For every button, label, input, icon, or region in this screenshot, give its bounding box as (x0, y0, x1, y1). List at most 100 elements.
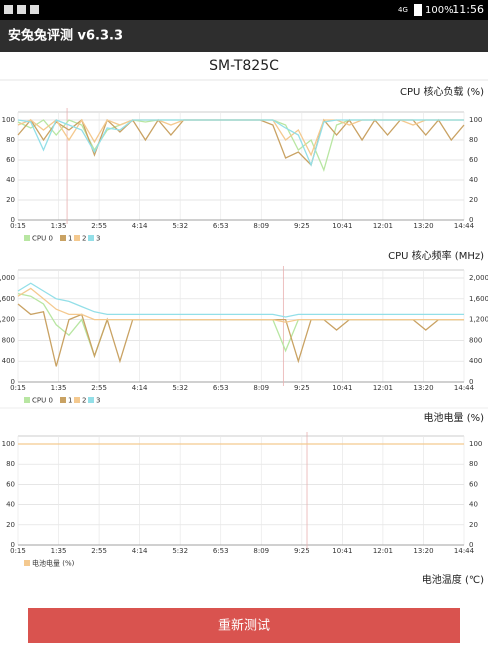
y-tick-label-right: 60 (469, 480, 478, 488)
x-tick-label: 8:09 (253, 222, 269, 230)
y-tick-label: 1,600 (0, 295, 15, 303)
y-tick-label: 0 (11, 216, 15, 224)
y-tick-label: 60 (6, 480, 15, 488)
x-tick-label: 12:01 (373, 384, 393, 392)
status-icon (4, 5, 13, 14)
series-line (17, 303, 464, 367)
x-tick-label: 13:20 (413, 384, 433, 392)
legend-label: 1 (68, 397, 72, 405)
legend-swatch (24, 397, 30, 403)
y-tick-label: 100 (2, 116, 15, 124)
app-title: 安兔兔评测 v6.3.3 (8, 28, 123, 44)
legend-swatch (60, 397, 66, 403)
x-tick-label: 0:15 (10, 384, 26, 392)
legend-label: 1 (68, 235, 72, 243)
y-tick-label-right: 100 (469, 440, 482, 448)
y-tick-label-right: 0 (469, 541, 473, 549)
section-title: 电池温度 (℃) (422, 573, 484, 586)
legend-label: 电池电量 (%) (32, 559, 75, 568)
y-tick-label-right: 0 (469, 378, 473, 386)
x-tick-label: 13:20 (413, 222, 433, 230)
chart-title: 电池电量 (%) (424, 411, 485, 424)
legend-swatch (24, 560, 30, 566)
x-tick-label: 8:09 (253, 384, 269, 392)
y-tick-label: 0 (11, 378, 15, 386)
y-tick-label: 20 (6, 521, 15, 529)
x-tick-label: 2:55 (91, 384, 107, 392)
series-line (17, 287, 464, 323)
x-tick-label: 1:35 (51, 222, 67, 230)
y-tick-label: 400 (2, 357, 15, 365)
device-name: SM-T825C (209, 58, 279, 74)
x-tick-label: 0:15 (10, 222, 26, 230)
y-tick-label-right: 20 (469, 196, 478, 204)
legend-swatch (88, 397, 94, 403)
y-tick-label: 80 (6, 136, 15, 144)
legend-swatch (88, 235, 94, 241)
series-line (17, 282, 464, 318)
y-tick-label-right: 0 (469, 216, 473, 224)
x-tick-label: 14:44 (454, 547, 475, 555)
x-tick-label: 9:25 (294, 547, 310, 555)
y-tick-label-right: 400 (469, 357, 482, 365)
legend-label: 2 (82, 235, 86, 243)
chart-title: CPU 核心频率 (MHz) (388, 249, 484, 262)
y-tick-label-right: 40 (469, 176, 478, 184)
x-tick-label: 5:32 (172, 384, 188, 392)
y-tick-label: 2,000 (0, 274, 15, 282)
legend-label: CPU 0 (32, 397, 53, 405)
legend-label: 2 (82, 397, 86, 405)
x-tick-label: 4:14 (132, 384, 148, 392)
legend-swatch (74, 235, 80, 241)
y-tick-label: 20 (6, 196, 15, 204)
x-tick-label: 13:20 (413, 547, 433, 555)
x-tick-label: 2:55 (91, 547, 107, 555)
y-tick-label: 0 (11, 541, 15, 549)
x-tick-label: 12:01 (373, 547, 393, 555)
y-tick-label-right: 20 (469, 521, 478, 529)
x-tick-label: 1:35 (51, 547, 67, 555)
y-tick-label: 40 (6, 176, 15, 184)
y-tick-label: 80 (6, 460, 15, 468)
y-tick-label-right: 80 (469, 460, 478, 468)
legend-swatch (60, 235, 66, 241)
network: 4G (398, 6, 408, 14)
y-tick-label-right: 2,000 (469, 274, 488, 282)
y-tick-label: 100 (2, 440, 15, 448)
x-tick-label: 14:44 (454, 384, 475, 392)
y-tick-label-right: 1,200 (469, 316, 488, 324)
clock: 11:56 (452, 3, 484, 16)
app-bar (0, 20, 488, 52)
y-tick-label: 800 (2, 336, 15, 344)
y-tick-label-right: 60 (469, 156, 478, 164)
x-tick-label: 1:35 (51, 384, 67, 392)
y-tick-label: 60 (6, 156, 15, 164)
legend-label: 3 (96, 397, 100, 405)
legend-swatch (74, 397, 80, 403)
status-icon (30, 5, 39, 14)
x-tick-label: 4:14 (132, 222, 148, 230)
x-tick-label: 5:32 (172, 547, 188, 555)
x-tick-label: 12:01 (373, 222, 393, 230)
y-tick-label-right: 1,600 (469, 295, 488, 303)
legend-label: CPU 0 (32, 235, 53, 243)
legend-swatch (24, 235, 30, 241)
x-tick-label: 6:53 (213, 547, 229, 555)
x-tick-label: 4:14 (132, 547, 148, 555)
x-tick-label: 9:25 (294, 384, 310, 392)
x-tick-label: 0:15 (10, 547, 26, 555)
retest-label[interactable]: 重新测试 (218, 618, 270, 634)
x-tick-label: 6:53 (213, 222, 229, 230)
y-tick-label-right: 40 (469, 501, 478, 509)
x-tick-label: 9:25 (294, 222, 310, 230)
status-icon (17, 5, 26, 14)
y-tick-label-right: 100 (469, 116, 482, 124)
battery-icon (414, 4, 422, 16)
series-line (17, 119, 464, 167)
y-tick-label: 40 (6, 501, 15, 509)
x-tick-label: 10:41 (332, 222, 352, 230)
chart-title: CPU 核心负载 (%) (400, 85, 484, 98)
x-tick-label: 6:53 (213, 384, 229, 392)
retest-button[interactable] (28, 608, 460, 643)
